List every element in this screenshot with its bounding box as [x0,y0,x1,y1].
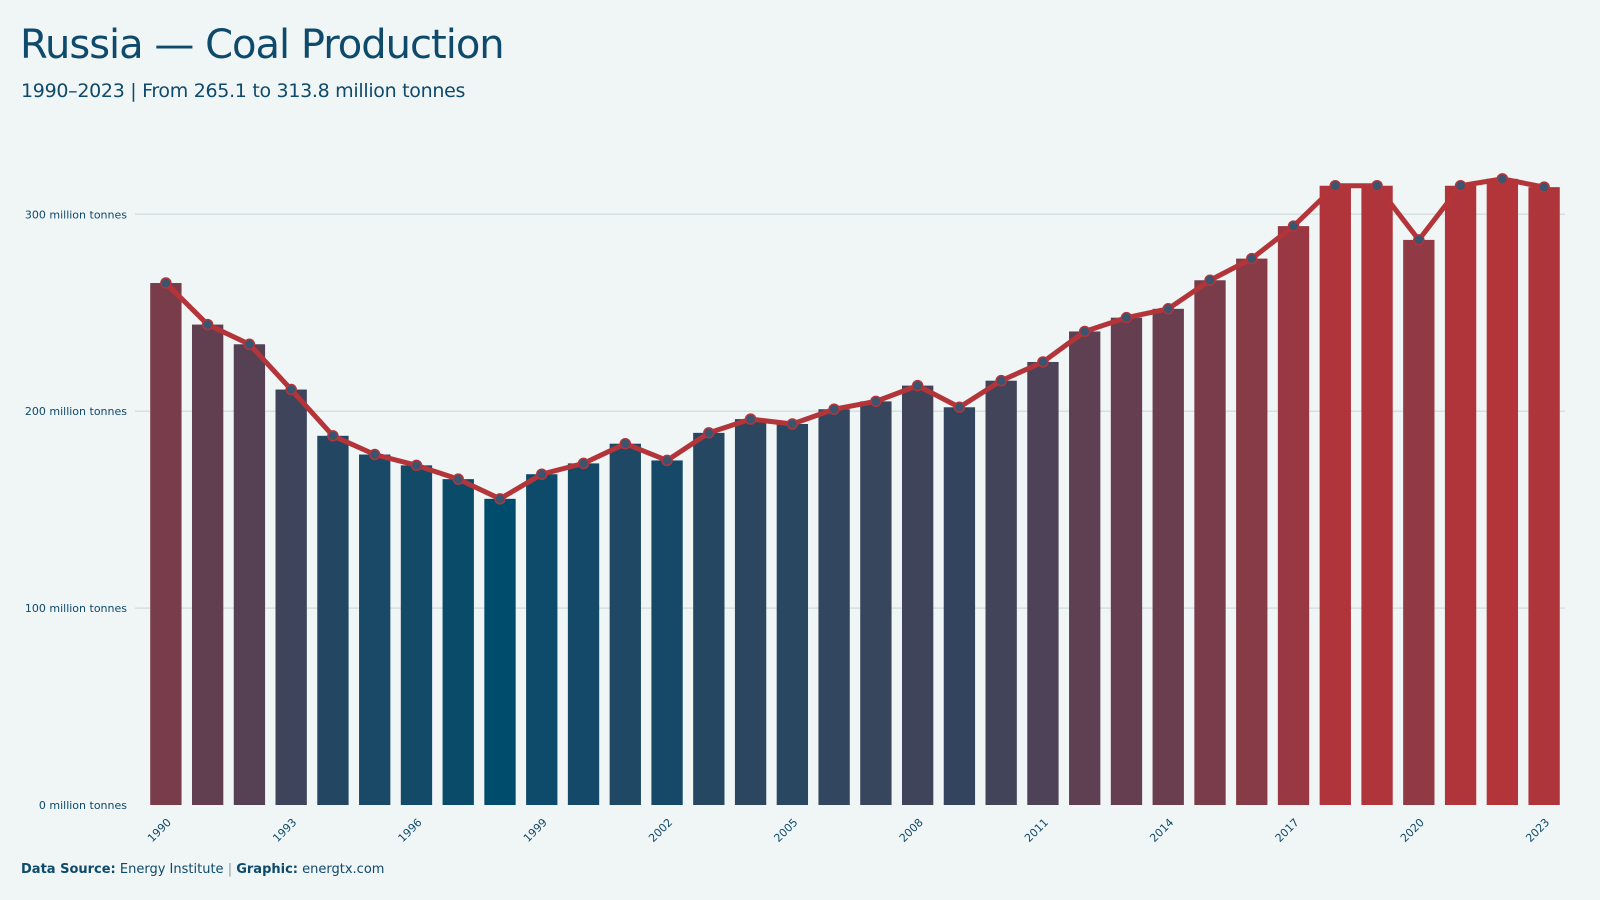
point-2008 [911,379,924,392]
footer-credits: Data Source: Energy Institute | Graphic:… [21,862,384,877]
x-tick-label: 2011 [1022,816,1051,845]
bar-1997 [442,479,474,805]
x-tick-label: 2008 [897,816,926,845]
point-2021 [1454,179,1467,192]
bar-2021 [1444,185,1477,805]
bar-2020 [1403,239,1435,806]
bar-2007 [860,401,892,805]
bar-2012 [1069,331,1101,805]
point-2013 [1120,311,1133,324]
bar-2010 [985,380,1017,805]
point-1997 [452,473,464,485]
point-2000 [577,457,590,470]
graphic-label: Graphic: [236,862,298,877]
point-2014 [1162,303,1174,315]
bar-2014 [1152,308,1184,805]
point-2022 [1496,173,1509,185]
x-tick-label: 1990 [145,816,174,845]
y-tick-label: 300 million tonnes [25,208,127,221]
point-2001 [619,437,632,450]
x-tick-label: 2023 [1523,816,1552,845]
x-tick-label: 1996 [396,816,425,845]
bars-layer [150,178,1560,806]
point-2023 [1538,181,1550,193]
source-value: Energy Institute [119,862,224,877]
trend-line [163,176,1547,502]
bar-2006 [818,409,850,805]
point-2010 [995,374,1007,387]
point-1996 [410,459,423,472]
x-tick-label: 1999 [521,816,550,845]
point-1998 [494,493,506,505]
point-1991 [201,318,214,331]
x-tick-label: 1993 [270,816,299,845]
point-2009 [953,401,966,414]
point-1994 [327,430,339,442]
point-1992 [243,338,256,351]
x-tick-label: 2014 [1147,816,1176,845]
line-layer [163,176,1547,502]
chart-subtitle: 1990–2023 | From 265.1 to 313.8 million … [21,80,466,102]
point-2019 [1371,179,1383,192]
chart-title: Russia — Coal Production [20,22,505,68]
bar-2016 [1236,258,1268,805]
y-tick-label: 200 million tonnes [25,405,127,418]
point-2007 [870,395,882,408]
point-2011 [1037,356,1049,368]
bar-1994 [317,435,349,805]
bar-2022 [1486,178,1519,805]
point-2015 [1204,274,1216,287]
bar-2011 [1027,361,1059,805]
point-2003 [703,427,715,439]
point-2002 [661,454,673,467]
point-2016 [1246,252,1258,265]
bar-1999 [526,474,558,805]
bar-1993 [275,389,307,805]
bar-1998 [484,498,516,805]
point-2005 [786,418,799,430]
y-tick-label: 0 million tonnes [39,799,127,812]
footer-separator: | [227,862,233,877]
point-2004 [744,413,757,425]
x-tick-label: 2005 [771,816,800,845]
bar-2013 [1110,317,1143,805]
bar-2001 [609,443,641,805]
bar-2000 [567,463,600,805]
bar-2005 [776,423,809,805]
bar-2017 [1277,226,1310,805]
point-1990 [160,277,172,289]
points-layer [160,173,1550,505]
bar-1991 [191,324,224,805]
point-1993 [285,383,297,396]
bar-2009 [943,407,976,805]
bar-1992 [233,344,266,805]
y-tick-label: 100 million tonnes [25,602,127,615]
x-tick-label: 2020 [1398,816,1427,845]
bar-2008 [901,385,934,805]
bar-2015 [1194,280,1226,806]
point-2006 [828,403,840,415]
bar-2002 [651,460,683,805]
point-2017 [1287,220,1300,232]
bar-2004 [734,419,767,805]
bar-1995 [359,454,391,805]
bar-1990 [150,283,182,806]
bar-2019 [1361,185,1393,805]
point-1995 [368,448,381,461]
bar-2003 [693,432,725,805]
point-2020 [1413,234,1425,246]
bar-2018 [1319,185,1351,805]
point-2018 [1329,179,1342,192]
source-label: Data Source: [21,862,116,877]
point-1999 [536,468,548,480]
bar-1996 [400,465,433,805]
bar-2023 [1528,187,1560,805]
x-tick-label: 2017 [1273,816,1302,845]
x-tick-label: 2002 [646,816,675,845]
point-2012 [1078,325,1091,338]
graphic-value: energtx.com [302,862,385,877]
